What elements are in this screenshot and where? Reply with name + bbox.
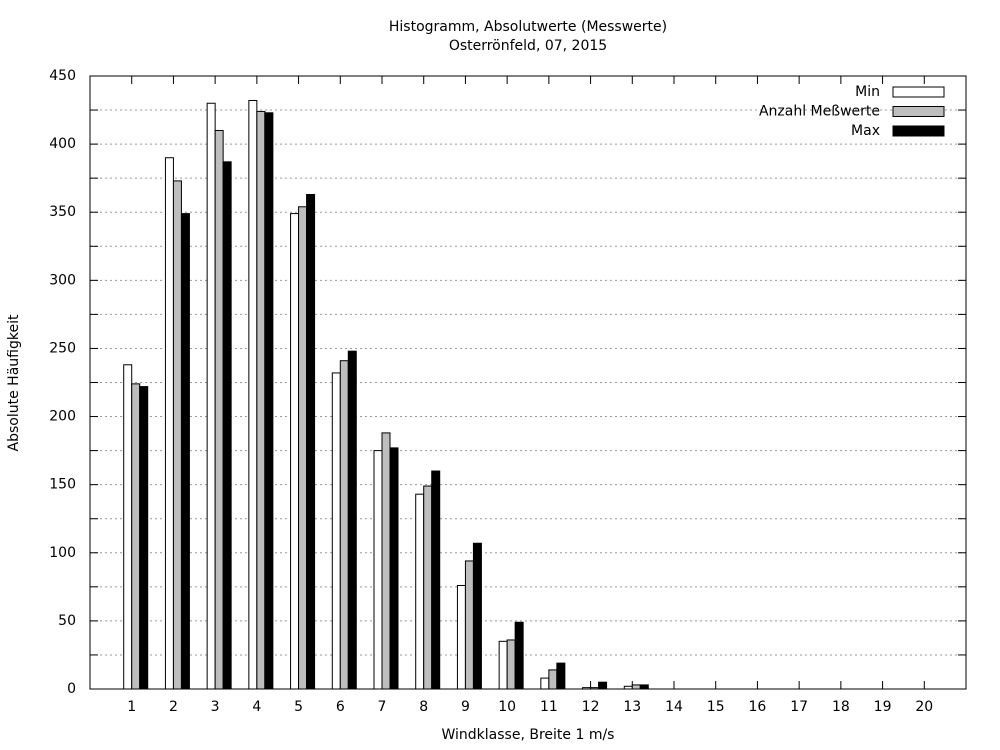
chart-subtitle: Osterrönfeld, 07, 2015 [449,38,607,54]
bar [123,364,133,690]
x-tick-label: 17 [790,699,808,715]
y-tick-label: 400 [49,136,76,152]
y-tick-label: 450 [49,68,76,84]
bar [290,213,300,690]
x-tick-label: 7 [378,699,387,715]
x-tick-label: 1 [127,699,136,715]
x-tick-label: 2 [169,699,178,715]
bar [556,662,566,690]
x-tick-label: 9 [461,699,470,715]
legend-label: Anzahl Meßwerte [759,104,880,120]
bar [431,470,441,690]
x-tick-label: 12 [582,699,600,715]
x-tick-label: 20 [915,699,933,715]
y-tick-label: 350 [49,204,76,220]
bar [331,372,341,690]
x-tick-label: 4 [252,699,261,715]
x-tick-label: 18 [832,699,850,715]
x-tick-label: 8 [419,699,428,715]
bar [631,684,641,690]
bar [264,112,274,690]
x-tick-label: 14 [665,699,683,715]
bar [206,102,216,690]
bar [389,447,399,690]
bar [306,194,316,690]
legend-label: Min [855,84,880,100]
bar [339,360,349,690]
bar [214,129,224,690]
legend-swatch [892,86,945,98]
bar [298,206,308,690]
bar [139,386,149,690]
bar [347,350,357,690]
x-tick-label: 6 [336,699,345,715]
bar [548,669,558,690]
bar [464,560,474,690]
x-tick-label: 15 [707,699,725,715]
bar [172,180,182,690]
x-tick-label: 16 [749,699,767,715]
x-tick-label: 19 [874,699,892,715]
bar [381,432,391,690]
y-tick-label: 0 [67,681,76,697]
bar [598,681,608,690]
x-tick-label: 10 [498,699,516,715]
bar [540,677,550,690]
legend-swatch [892,106,945,117]
bar [514,621,524,690]
bar [506,639,516,690]
x-tick-label: 11 [540,699,558,715]
y-tick-label: 200 [49,409,76,425]
y-axis-label: Absolute Häufigkeit [6,314,22,451]
legend-label: Max [851,123,880,139]
bar [456,584,466,690]
bar [180,213,190,690]
bar [248,100,258,690]
y-tick-label: 300 [49,272,76,288]
bar [472,542,482,690]
bar [222,161,232,690]
bar [498,640,508,690]
bar [373,450,383,690]
chart-title: Histogramm, Absolutwerte (Messwerte) [389,19,667,35]
x-axis-label: Windklasse, Breite 1 m/s [442,727,615,743]
bar [131,383,141,690]
y-tick-label: 250 [49,340,76,356]
x-tick-label: 3 [211,699,220,715]
plot-frame [89,75,967,690]
bar [256,110,266,690]
x-tick-label: 13 [623,699,641,715]
bar [423,485,433,690]
bar [639,684,649,690]
x-tick-label: 5 [294,699,303,715]
y-tick-label: 50 [58,613,76,629]
bar [415,493,425,690]
bar [164,157,174,690]
y-tick-label: 100 [49,545,76,561]
y-tick-label: 150 [49,477,76,493]
legend-swatch [892,125,945,137]
